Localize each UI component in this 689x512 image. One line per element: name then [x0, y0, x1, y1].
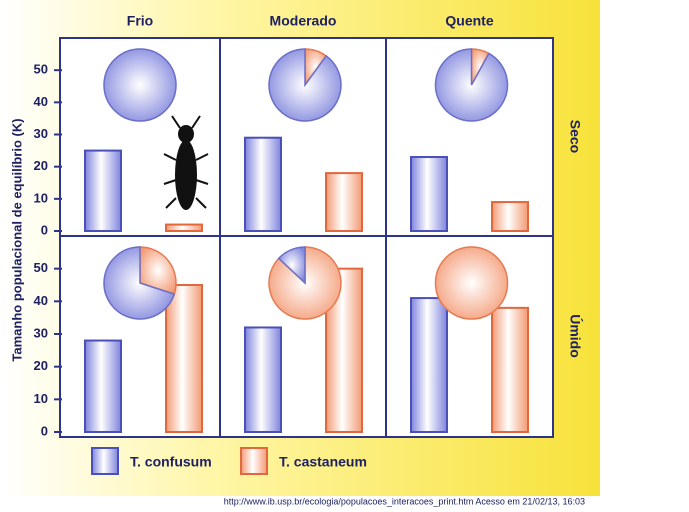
y-tick-label: 50	[34, 260, 48, 275]
y-tick-label: 20	[34, 358, 48, 373]
bar	[165, 284, 203, 433]
legend-swatch	[91, 447, 119, 475]
bar	[491, 306, 529, 433]
bar	[325, 172, 363, 233]
y-tick-label: 0	[41, 222, 48, 237]
pie-slice	[268, 48, 342, 122]
pie-slice	[103, 246, 176, 320]
pie-slice	[103, 48, 177, 122]
y-tick-label: 10	[34, 391, 48, 406]
y-tick-label: 30	[34, 325, 48, 340]
y-axis-label: Tamanho populacional de equilíbrio (K)	[9, 118, 24, 361]
y-tick-label: 30	[34, 126, 48, 141]
bar	[244, 326, 282, 434]
bar	[165, 223, 203, 232]
y-tick-label: 40	[34, 293, 48, 308]
legend-label: T. castaneum	[279, 454, 367, 470]
column-label: Quente	[445, 13, 493, 29]
source: http://www.ib.usp.br/ecologia/populacoes…	[224, 496, 585, 506]
pie-slice	[277, 246, 306, 285]
beetle-illustration	[163, 115, 209, 210]
y-tick-label: 10	[34, 190, 48, 205]
bar	[410, 297, 448, 434]
bar	[410, 156, 448, 232]
bar	[491, 201, 529, 233]
legend-label: T. confusum	[130, 454, 212, 470]
bar	[244, 136, 282, 232]
bar	[84, 339, 122, 433]
y-tick-label: 0	[41, 423, 48, 438]
row-label: Úmido	[567, 314, 584, 358]
y-tick-label: 40	[34, 94, 48, 109]
pie-slice	[434, 246, 509, 320]
bar	[84, 149, 122, 232]
pie-slice	[434, 48, 509, 122]
y-tick-label: 20	[34, 158, 48, 173]
legend-swatch	[240, 447, 268, 475]
y-tick-label: 50	[34, 62, 48, 77]
pie-slice	[139, 246, 177, 296]
column-label: Frio	[127, 13, 153, 29]
column-label: Moderado	[270, 13, 337, 29]
row-label: Seco	[567, 120, 583, 153]
